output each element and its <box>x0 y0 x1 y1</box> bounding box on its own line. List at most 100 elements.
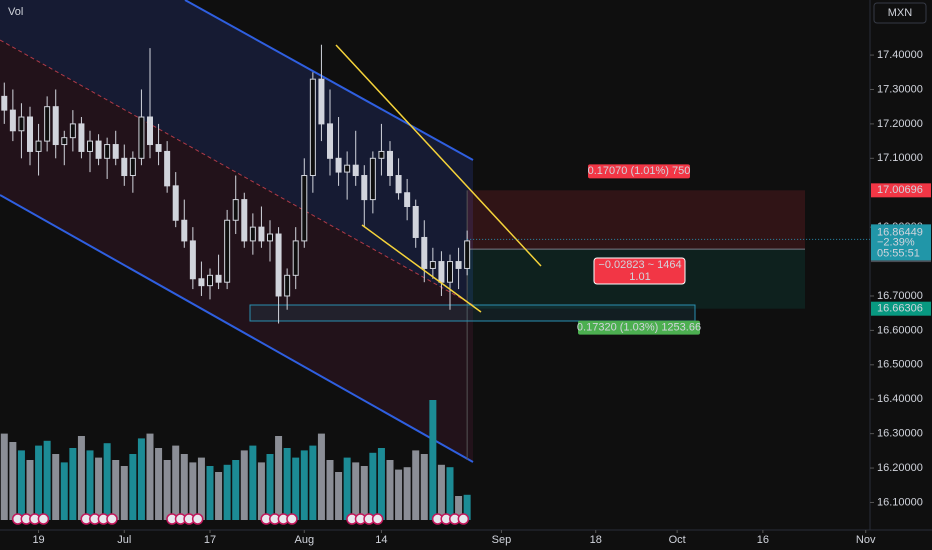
x-tick-label: 18 <box>590 534 602 546</box>
volume-bar <box>215 472 223 520</box>
candle-body <box>78 123 85 152</box>
candle-body <box>361 175 368 201</box>
candle-body <box>27 116 33 152</box>
candle-body <box>172 185 179 221</box>
volume-bar <box>275 436 283 520</box>
candle-body <box>301 175 308 242</box>
currency[interactable]: MXN <box>888 7 913 19</box>
currency-box[interactable] <box>873 2 927 24</box>
countdown: 05:55:51 <box>877 247 920 259</box>
stop-label-box <box>588 164 690 179</box>
volume-bar <box>437 464 445 520</box>
candle-body <box>69 123 76 139</box>
channel-top <box>184 0 474 161</box>
volume-bar <box>155 448 163 520</box>
volume-bar <box>309 445 317 520</box>
volume-bar <box>112 460 120 520</box>
volume-bar <box>77 436 85 520</box>
volume-label: Vol <box>8 6 23 18</box>
event-icon <box>37 513 50 525</box>
y-tick-label: 16.20000 <box>877 462 923 474</box>
volume-bar <box>172 445 180 520</box>
event-icon <box>371 513 384 525</box>
volume-bar <box>9 442 17 520</box>
volume-bar <box>197 457 205 520</box>
volume-bar <box>300 450 308 520</box>
y-tick-label: 17.40000 <box>877 49 923 61</box>
candle-body <box>455 261 462 269</box>
volume-bar <box>283 448 291 520</box>
price-level-box <box>871 183 931 198</box>
volume-bar <box>429 400 437 520</box>
wedge-bottom <box>361 224 482 313</box>
candle-body <box>9 109 16 132</box>
event-icon <box>191 513 204 525</box>
candle-body <box>224 219 231 283</box>
event-icon <box>106 513 118 525</box>
stop-label: 0.17070 (1.01%) 750 <box>588 165 691 177</box>
y-tick-label: 17.10000 <box>877 152 923 164</box>
price-axis <box>870 0 932 550</box>
candle-body <box>138 116 145 159</box>
volume-bar <box>412 450 420 520</box>
price-level-label: 16.66306 <box>877 303 923 315</box>
volume-bar <box>26 460 34 520</box>
candle-body <box>344 164 351 173</box>
center-box <box>593 257 686 285</box>
candle-body <box>267 233 273 242</box>
volume-bar <box>446 467 454 520</box>
event-icon <box>286 513 298 525</box>
center-label: −0.02823 ~ 1464 <box>598 259 681 271</box>
x-tick-label: Sep <box>492 534 512 546</box>
volume-bar <box>180 454 188 520</box>
candle-body <box>395 175 402 194</box>
volume-bar <box>95 457 103 520</box>
wedge-top <box>335 44 542 267</box>
candle-body <box>309 78 316 177</box>
candle-body <box>147 116 153 146</box>
candle-body <box>95 140 102 159</box>
y-tick-label: 16.70000 <box>877 290 923 302</box>
volume-bar <box>103 443 111 520</box>
candle-body <box>1 95 8 111</box>
last-price: 16.86449 <box>877 226 923 238</box>
candle-body <box>292 240 299 276</box>
candle-body <box>387 150 393 177</box>
volume-bar <box>0 433 8 520</box>
candle-body <box>318 78 325 125</box>
candle-body <box>378 150 385 159</box>
volume-bar <box>403 467 411 520</box>
y-tick-label: 17.20000 <box>877 118 923 130</box>
volume-bar <box>129 454 137 520</box>
price-level-label: 17.00696 <box>877 184 923 196</box>
volume-bar <box>60 462 68 520</box>
candle-body <box>438 261 445 283</box>
volume-bar <box>292 457 300 520</box>
candle-body <box>447 261 453 283</box>
target-label-box <box>578 320 700 335</box>
volume-bar <box>266 454 274 520</box>
center-ratio: 1.01 <box>629 271 650 283</box>
y-tick-label: 17.30000 <box>877 83 923 95</box>
zone-rect <box>249 304 696 322</box>
volume-bar <box>395 469 403 520</box>
candle-body <box>189 240 196 280</box>
candle-body <box>129 157 136 177</box>
volume-bar <box>343 457 351 520</box>
candle-body <box>284 274 291 297</box>
price-level-box <box>871 301 931 316</box>
candle-body <box>87 140 93 152</box>
candle-body <box>404 192 411 207</box>
volume-bar <box>335 472 343 520</box>
volume-bar <box>352 462 360 520</box>
candle-body <box>181 219 188 242</box>
channel-mid <box>0 39 474 306</box>
candle-body <box>232 199 239 221</box>
candle-body <box>327 123 333 159</box>
y-tick-label: 16.60000 <box>877 324 923 336</box>
last-price-box <box>871 224 931 261</box>
candle-body <box>241 199 248 242</box>
channel-bottom <box>0 194 474 463</box>
candle-body <box>275 233 282 297</box>
volume-bar <box>386 460 394 520</box>
